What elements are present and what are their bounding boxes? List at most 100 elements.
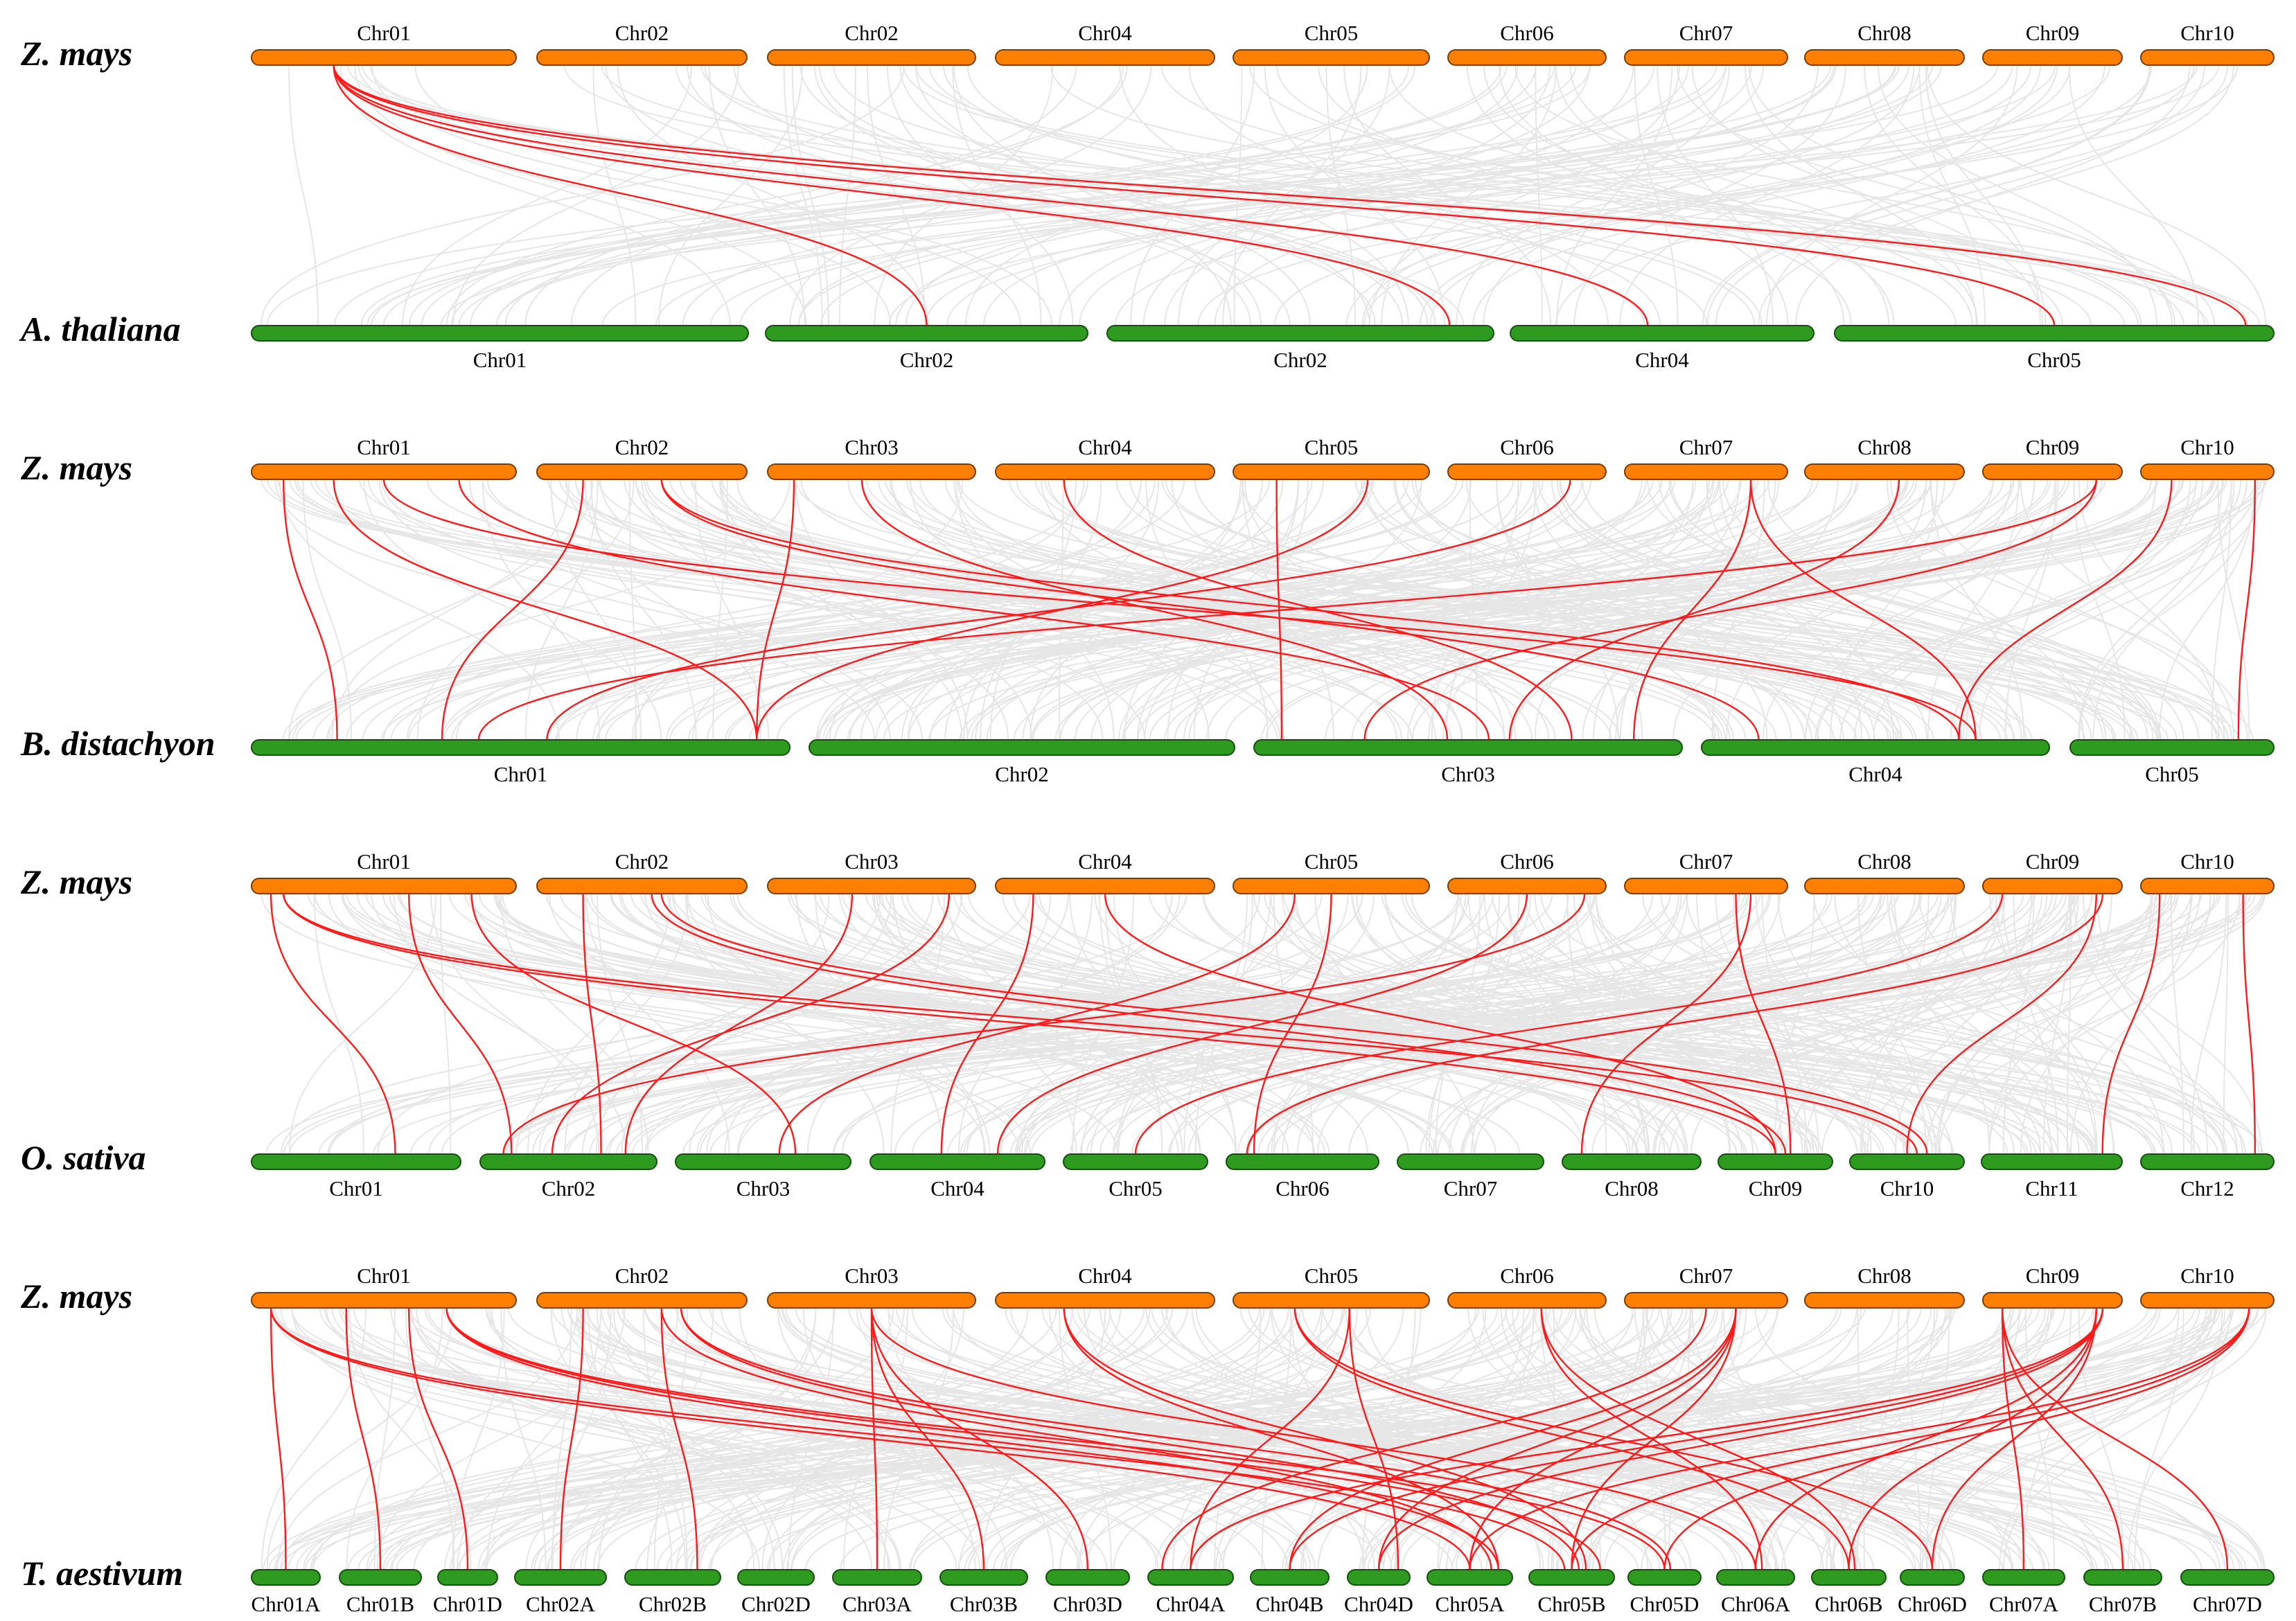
top-chromosome-bar [2140,1292,2275,1309]
bottom-chromosome-label: Chr05 [1109,1176,1163,1201]
bottom-chromosome-bar [1627,1569,1702,1586]
top-chromosome-bar [251,49,517,66]
background-link [1119,64,1409,326]
background-link [797,64,1835,326]
bottom-chromosome-bar [624,1569,721,1586]
top-chromosome-label: Chr01 [357,1264,411,1288]
highlight-link [270,1307,287,1570]
background-link [598,479,1366,741]
top-chromosome-bar [1982,1292,2123,1309]
background-link [691,479,1142,741]
top-chromosome-bar [1804,463,1965,480]
background-link [486,1307,602,1570]
bottom-chromosome-label: Chr06B [1814,1592,1882,1616]
top-chromosome-label: Chr06 [1500,1264,1554,1288]
bottom-chromosome-bar [2180,1569,2275,1586]
background-link [2068,64,2200,326]
background-link [1116,893,1271,1155]
background-link [671,893,1289,1155]
background-link [288,893,437,1155]
background-link [359,479,1902,741]
background-link [1196,1307,1893,1570]
background-link [1726,479,1927,741]
background-link [1273,64,2195,326]
top-chromosome-bar [995,463,1215,480]
background-link [1466,64,1789,326]
background-link [590,893,1639,1155]
highlight-link [1289,1307,1737,1570]
background-link [912,1307,2221,1570]
background-link [1090,479,1715,741]
background-link [985,1307,1779,1570]
background-link [600,1307,1316,1570]
top-chromosome-bar [536,1292,748,1309]
highlight-link [1571,1307,1737,1570]
bottom-species-label: B. distachyon [20,724,215,763]
highlight-link [582,893,602,1155]
background-link [1775,893,1956,1155]
highlight-link [445,1307,1499,1570]
background-link [610,893,2026,1155]
background-link [658,64,803,326]
background-link [1054,479,2051,741]
background-link [354,64,807,326]
top-chromosome-label: Chr04 [1078,849,1132,874]
top-chromosome-bar [767,878,976,894]
bottom-chromosome-bar [1253,739,1683,756]
highlight-link [1906,893,2097,1155]
background-link [1129,479,1961,741]
background-link [357,64,1465,326]
background-link [1719,479,1895,741]
highlight-link [660,479,1960,741]
highlight-link [283,893,1918,1155]
background-link [1415,479,1902,741]
top-chromosome-label: Chr05 [1305,435,1359,459]
bottom-chromosome-label: Chr01A [251,1592,321,1616]
top-chromosome-label: Chr03 [845,435,899,459]
background-link [1458,893,2224,1155]
background-link [405,1307,455,1570]
highlight-link [1571,1307,2250,1570]
bottom-chromosome-bar [1562,1153,1702,1170]
bottom-chromosome-bar [514,1569,607,1586]
highlight-link [333,64,928,326]
background-link [1018,893,1349,1155]
highlight-link [1363,479,2097,741]
background-link [644,893,1363,1155]
background-link [288,64,319,326]
background-link [1188,64,1609,326]
background-link [1939,893,2241,1155]
background-link [1215,1307,1487,1570]
top-chromosome-label: Chr05 [1305,849,1359,874]
background-link [886,64,1074,326]
background-link [1830,479,1939,741]
highlight-link [860,479,1449,741]
background-link [1589,1307,1691,1570]
highlight-link [1931,1307,2097,1570]
background-link [1059,479,1909,741]
highlight-link [1469,1307,2250,1570]
background-link [585,893,730,1155]
highlight-link [1161,1307,1707,1570]
background-link [890,893,1679,1155]
top-chromosome-label: Chr06 [1500,21,1554,45]
highlight-link [458,479,1490,741]
background-link [1856,1307,1900,1570]
bottom-chromosome-bar [1397,1153,1544,1170]
bottom-chromosome-bar [251,325,749,342]
highlight-link [1377,1307,2104,1570]
highlight-link [445,1307,1601,1570]
background-link [1765,64,2018,326]
background-link [1864,64,2047,326]
background-link [551,1307,572,1570]
background-link [605,64,1291,326]
background-link [1573,64,1847,326]
background-link [312,1307,1057,1570]
background-link [1722,1307,1857,1570]
background-link [2013,893,2059,1155]
highlight-link [1134,893,2004,1155]
top-chromosome-label: Chr10 [2180,435,2234,459]
background-link [550,1307,755,1570]
background-link [1556,64,1673,326]
